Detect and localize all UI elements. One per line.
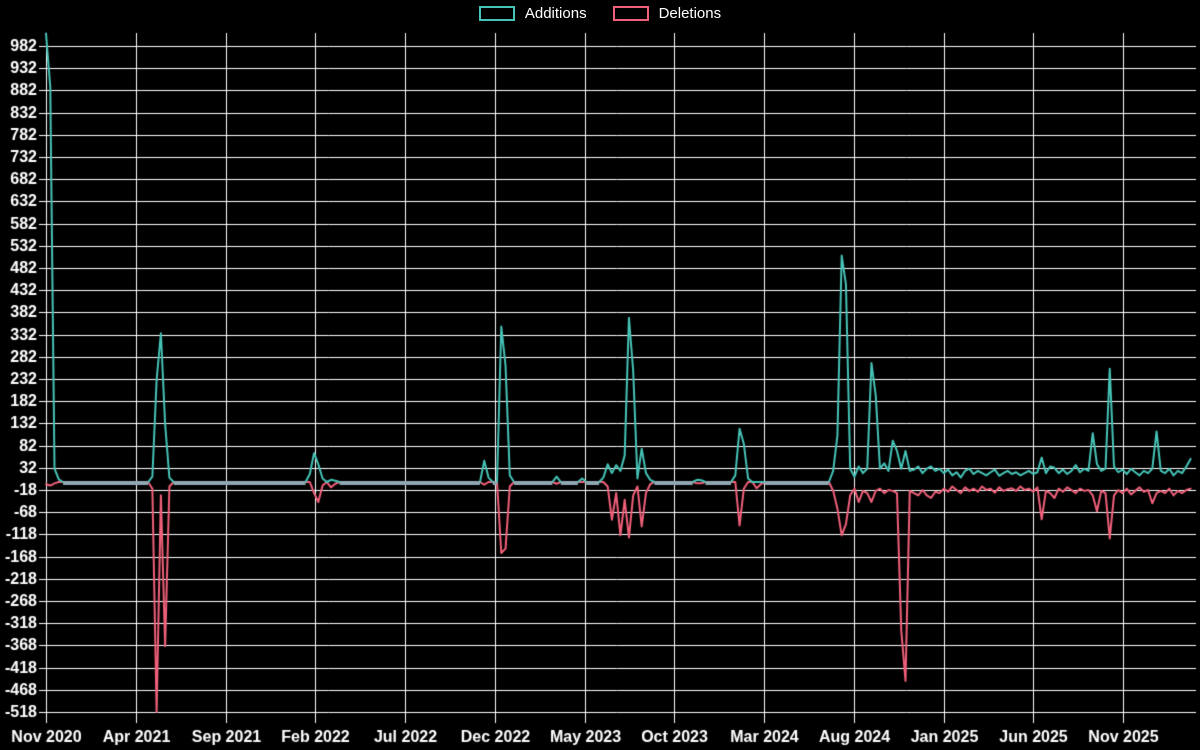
additions-swatch-icon — [478, 6, 515, 21]
legend-item-deletions[interactable]: Deletions — [612, 5, 722, 22]
legend-label-additions: Additions — [524, 5, 587, 22]
legend-item-additions[interactable]: Additions — [478, 5, 587, 22]
chart-legend: Additions Deletions — [0, 6, 1200, 21]
deletions-swatch-icon — [612, 6, 649, 21]
legend-label-deletions: Deletions — [658, 5, 722, 22]
